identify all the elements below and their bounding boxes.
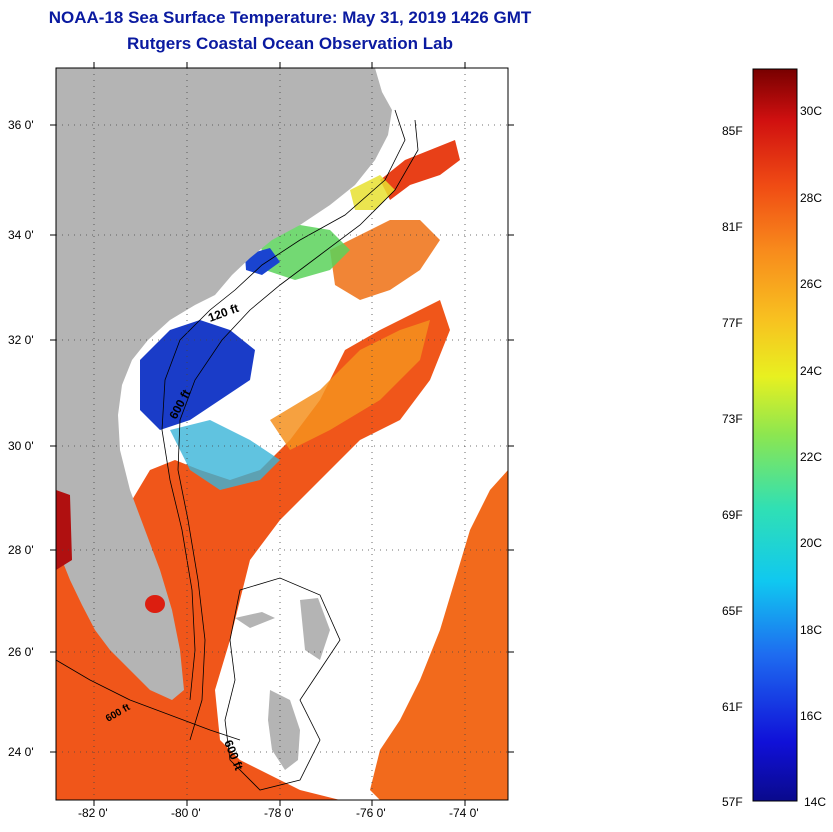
lat-label: 30 0' (8, 439, 34, 453)
lon-label: -74 0' (449, 806, 479, 820)
colorbar-label-c: 30C (800, 104, 823, 118)
lake-okeechobee (145, 595, 165, 613)
sst-cool-coastal (140, 320, 255, 430)
colorbar-gradient (752, 68, 798, 802)
lat-label: 24 0' (8, 745, 34, 759)
colorbar-label-f: 85F (722, 124, 743, 138)
sst-warm-region-east (370, 470, 508, 800)
sst-cape-hatteras (380, 140, 460, 200)
land-southeast-us (56, 68, 392, 700)
land-bahamas-andros (268, 690, 300, 770)
lon-label: -82 0' (78, 806, 108, 820)
lon-label: -80 0' (171, 806, 201, 820)
map-title: NOAA-18 Sea Surface Temperature: May 31,… (48, 8, 532, 27)
land-bahamas-small (235, 612, 275, 628)
map-ticks (50, 62, 514, 806)
map-frame (55, 67, 509, 801)
sst-cyan-fringe (170, 420, 280, 490)
lat-label: 32 0' (8, 333, 34, 347)
land-bahamas-abaco (300, 598, 330, 660)
colorbar-label-f: 81F (722, 220, 743, 234)
lon-label: -78 0' (264, 806, 294, 820)
lat-label: 36 0' (8, 118, 34, 132)
colorbar-label-c: 20C (800, 536, 823, 550)
colorbar-label-c: 26C (800, 277, 823, 291)
colorbar-label-f: 77F (722, 316, 743, 330)
colorbar-label-c: 28C (800, 191, 823, 205)
colorbar-label-f: 73F (722, 412, 743, 426)
lat-label: 34 0' (8, 228, 34, 242)
colorbar-label-f: 65F (722, 604, 743, 618)
colorbar-label-f: 57F (722, 795, 743, 809)
lat-lon-grid (56, 68, 508, 800)
colorbar-label-c: 16C (800, 709, 823, 723)
contour-bahamas (224, 577, 341, 791)
colorbar-label-c: 14C (804, 795, 827, 809)
sst-green-shelf (260, 225, 350, 280)
colorbar-label-c: 22C (800, 450, 823, 464)
map-subtitle: Rutgers Coastal Ocean Observation Lab (127, 34, 453, 53)
colorbar-label-c: 24C (800, 364, 823, 378)
contour-600ft (177, 119, 419, 741)
colorbar-label-f: 69F (722, 508, 743, 522)
colorbar-label-c: 18C (800, 623, 823, 637)
lat-label: 26 0' (8, 645, 34, 659)
lon-label: -76 0' (356, 806, 386, 820)
colorbar-label-f: 61F (722, 700, 743, 714)
lat-label: 28 0' (8, 543, 34, 557)
florida-bay-warm (56, 490, 72, 570)
contour-keys (56, 659, 241, 741)
sst-north-warm (330, 220, 440, 300)
temperature-colorbar (752, 68, 798, 802)
sst-orange-band (270, 320, 430, 450)
